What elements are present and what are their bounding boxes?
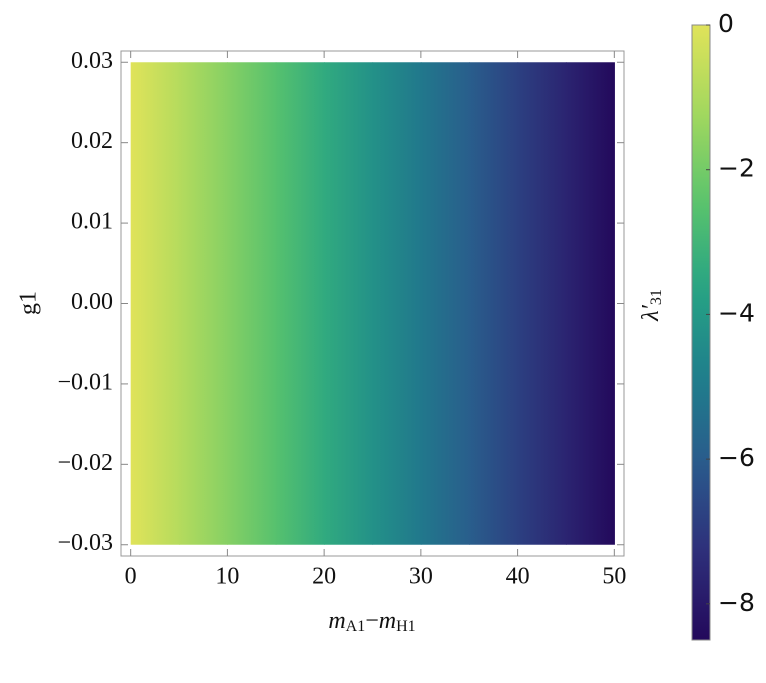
y-tick-label: −0.03 <box>57 530 113 556</box>
colorbar-label: λ′31 <box>638 289 665 322</box>
y-tick-label: 0.03 <box>71 48 113 74</box>
y-tick-label: 0.00 <box>71 289 113 315</box>
y-tick-label: −0.02 <box>57 450 113 476</box>
colorbar-tick-label: −4 <box>718 298 755 327</box>
x-tick-label: 30 <box>409 564 433 590</box>
colorbar <box>691 24 711 641</box>
heatmap-cell <box>130 62 180 545</box>
x-label-part: m <box>379 608 396 634</box>
heatmap-cell <box>324 62 374 545</box>
x-label-part: A1 <box>346 618 366 635</box>
x-tick-label: 10 <box>215 564 239 590</box>
colorbar-tick-label: 0 <box>718 9 734 38</box>
x-tick-label: 40 <box>506 564 530 590</box>
x-label-part: − <box>365 608 379 634</box>
x-label-part: m <box>328 608 345 634</box>
heatmap-cell <box>275 62 325 545</box>
y-axis-label: g1 <box>16 291 42 315</box>
heatmap-cell <box>420 62 470 545</box>
heatmap-cell <box>469 62 519 545</box>
colorbar-label-part: λ′ <box>638 304 664 321</box>
colorbar-tick-label: −6 <box>718 443 755 472</box>
x-tick-label: 0 <box>125 564 137 590</box>
heatmap-cell <box>517 62 567 545</box>
colorbar-tick-label: −8 <box>718 588 755 617</box>
colorbar-label-part: 31 <box>648 289 665 305</box>
y-tick-label: −0.01 <box>57 369 113 395</box>
heatmap-cell <box>179 62 229 545</box>
colorbar-tick-label: −2 <box>718 154 755 183</box>
x-label-part: H1 <box>396 618 416 635</box>
x-tick-label: 20 <box>312 564 336 590</box>
y-tick-label: 0.02 <box>71 128 113 154</box>
y-tick-label: 0.01 <box>71 209 113 235</box>
x-tick-label: 50 <box>602 564 626 590</box>
x-axis-label: mA1−mH1 <box>328 608 415 635</box>
heatmap-cell <box>227 62 277 545</box>
heatmap-cell <box>565 62 615 545</box>
heatmap-cell <box>372 62 422 545</box>
